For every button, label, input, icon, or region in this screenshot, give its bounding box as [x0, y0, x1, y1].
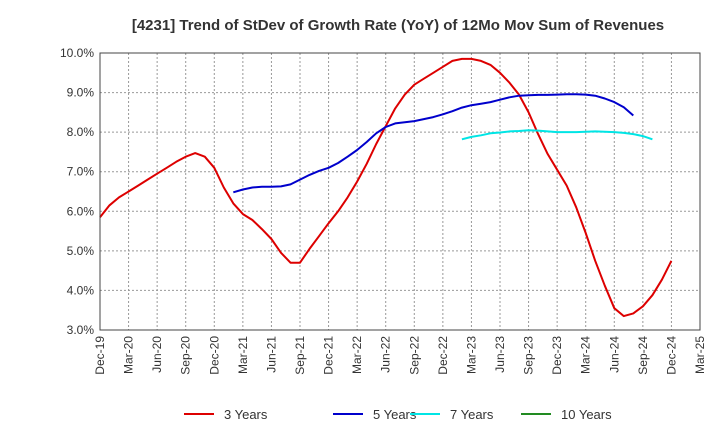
- y-tick-label: 5.0%: [67, 244, 95, 258]
- x-axis-ticks: Dec-19 Mar-20 Jun-20 Sep-20 Dec-20 Mar-21 Jun-…: [93, 336, 707, 375]
- legend-label: 5 Years: [373, 407, 417, 422]
- x-tick-label: Dec-20: [207, 336, 221, 375]
- x-tick-label: Sep-20: [179, 336, 193, 375]
- legend-label: 3 Years: [224, 407, 268, 422]
- x-tick-label: Jun-24: [607, 336, 621, 373]
- x-tick-label: Mar-25: [693, 336, 707, 374]
- x-tick-label: Mar-24: [579, 336, 593, 374]
- legend-label: 10 Years: [561, 407, 612, 422]
- x-tick-label: Mar-20: [122, 336, 136, 374]
- x-tick-label: Jun-23: [493, 336, 507, 373]
- series-lines: [99, 57, 673, 318]
- x-tick-label: Jun-20: [150, 336, 164, 373]
- x-tick-label: Mar-21: [236, 336, 250, 374]
- y-tick-label: 8.0%: [67, 125, 95, 139]
- y-tick-label: 3.0%: [67, 323, 95, 337]
- series-line-7-years: [461, 129, 653, 141]
- x-tick-label: Dec-21: [322, 336, 336, 375]
- y-tick-label: 10.0%: [60, 46, 94, 60]
- x-tick-label: Mar-22: [350, 336, 364, 374]
- x-tick-label: Dec-22: [436, 336, 450, 375]
- y-tick-label: 4.0%: [67, 283, 95, 297]
- x-tick-label: Dec-23: [550, 336, 564, 375]
- y-axis-ticks: 3.0% 4.0% 5.0% 6.0% 7.0% 8.0% 9.0% 10.0%: [60, 46, 94, 337]
- grid: [99, 52, 701, 331]
- x-tick-label: Sep-21: [293, 336, 307, 375]
- x-tick-label: Sep-24: [636, 336, 650, 375]
- legend-label: 7 Years: [450, 407, 494, 422]
- series-line-5-years: [233, 93, 634, 194]
- y-tick-label: 7.0%: [67, 165, 95, 179]
- x-tick-label: Jun-21: [264, 336, 278, 373]
- y-tick-label: 6.0%: [67, 204, 95, 218]
- x-tick-label: Sep-22: [407, 336, 421, 375]
- chart-title: [4231] Trend of StDev of Growth Rate (Yo…: [132, 17, 664, 34]
- x-tick-label: Sep-23: [522, 336, 536, 375]
- x-tick-label: Dec-24: [664, 336, 678, 375]
- y-tick-label: 9.0%: [67, 86, 95, 100]
- x-tick-label: Dec-19: [93, 336, 107, 375]
- plot-frame: [99, 52, 701, 331]
- x-tick-label: Mar-23: [464, 336, 478, 374]
- x-tick-label: Jun-22: [379, 336, 393, 373]
- legend: 3 Years 5 Years 7 Years 10 Years: [184, 407, 612, 422]
